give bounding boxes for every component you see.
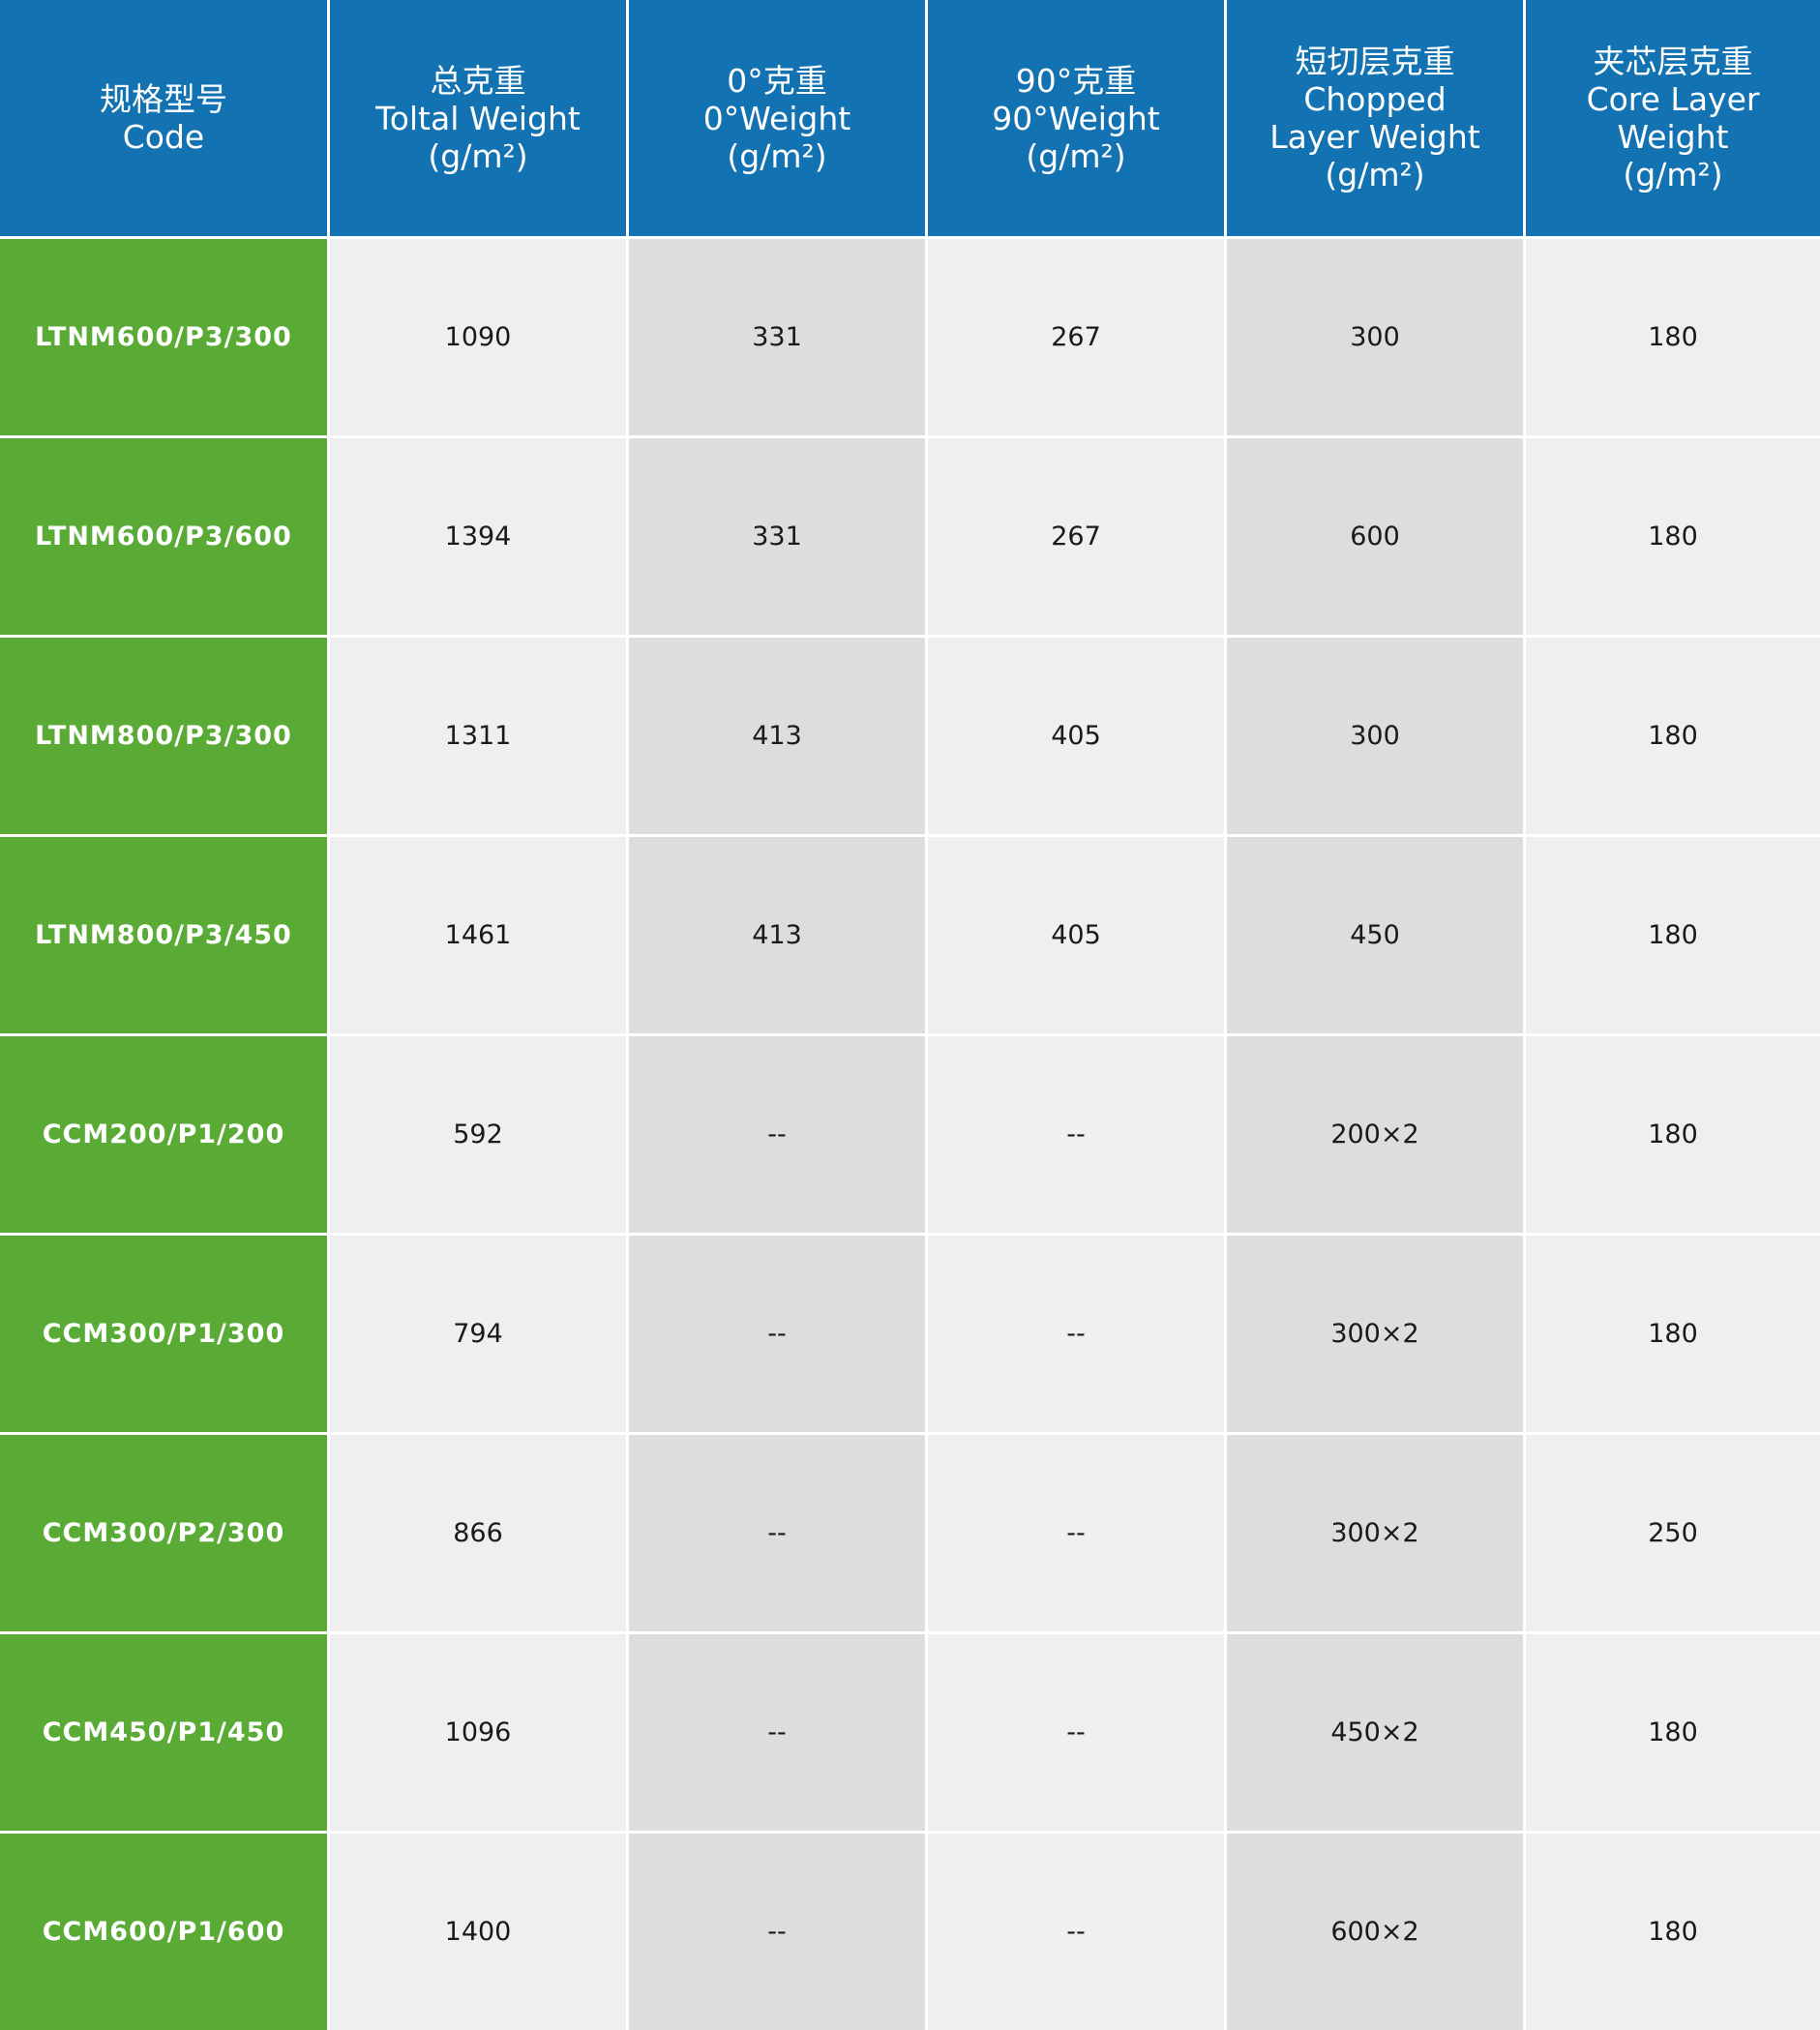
value-cell: 450 <box>1227 837 1523 1033</box>
value-cell: -- <box>629 1435 925 1631</box>
header-text: 90°克重 <box>1015 61 1137 100</box>
value-cell: 413 <box>629 837 925 1033</box>
value-cell: -- <box>928 1834 1224 2030</box>
value-cell: 300 <box>1227 638 1523 834</box>
value-cell: 1311 <box>330 638 626 834</box>
value-cell: -- <box>928 1036 1224 1233</box>
value-cell: 1096 <box>330 1634 626 1831</box>
header-text: 夹芯层克重 <box>1593 43 1753 80</box>
header-text: 90°Weight <box>992 99 1160 137</box>
value-cell: 1394 <box>330 438 626 635</box>
value-cell: 794 <box>330 1236 626 1432</box>
value-cell: 405 <box>928 638 1224 834</box>
header-text: 短切层克重 <box>1295 43 1455 80</box>
value-cell: 180 <box>1526 1036 1820 1233</box>
header-cell: 规格型号 Code <box>0 0 327 236</box>
header-cell: 0°克重 0°Weight (g/m²) <box>629 0 925 236</box>
code-cell: CCM300/P1/300 <box>0 1236 327 1432</box>
code-cell: CCM600/P1/600 <box>0 1834 327 2030</box>
value-cell: 450×2 <box>1227 1634 1523 1831</box>
value-cell: 250 <box>1526 1435 1820 1631</box>
code-cell: CCM300/P2/300 <box>0 1435 327 1631</box>
value-cell: 331 <box>629 239 925 435</box>
header-text: (g/m²) <box>1026 136 1126 175</box>
header-text: (g/m²) <box>1325 156 1425 194</box>
header-text: 0°克重 <box>727 61 827 100</box>
code-cell: LTNM600/P3/300 <box>0 239 327 435</box>
value-cell: 180 <box>1526 438 1820 635</box>
value-cell: 180 <box>1526 638 1820 834</box>
value-cell: 1400 <box>330 1834 626 2030</box>
value-cell: 267 <box>928 438 1224 635</box>
header-text: Chopped <box>1303 80 1447 118</box>
code-cell: LTNM800/P3/300 <box>0 638 327 834</box>
header-text: (g/m²) <box>1623 156 1723 194</box>
value-cell: 600 <box>1227 438 1523 635</box>
header-cell: 短切层克重 Chopped Layer Weight (g/m²) <box>1227 0 1523 236</box>
value-cell: 300×2 <box>1227 1435 1523 1631</box>
value-cell: 180 <box>1526 239 1820 435</box>
header-text: 规格型号 <box>100 80 227 118</box>
header-text: Toltal Weight <box>375 99 581 137</box>
value-cell: 1461 <box>330 837 626 1033</box>
value-cell: -- <box>629 1036 925 1233</box>
header-cell: 总克重 Toltal Weight (g/m²) <box>330 0 626 236</box>
value-cell: -- <box>928 1634 1224 1831</box>
value-cell: -- <box>629 1236 925 1432</box>
code-cell: CCM450/P1/450 <box>0 1634 327 1831</box>
code-cell: LTNM800/P3/450 <box>0 837 327 1033</box>
header-cell: 夹芯层克重 Core Layer Weight (g/m²) <box>1526 0 1820 236</box>
value-cell: -- <box>629 1634 925 1831</box>
value-cell: -- <box>928 1435 1224 1631</box>
value-cell: 300×2 <box>1227 1236 1523 1432</box>
header-text: Code <box>122 118 205 156</box>
value-cell: 300 <box>1227 239 1523 435</box>
value-cell: 180 <box>1526 1236 1820 1432</box>
header-text: 总克重 <box>430 61 526 100</box>
value-cell: 1090 <box>330 239 626 435</box>
value-cell: 200×2 <box>1227 1036 1523 1233</box>
code-cell: CCM200/P1/200 <box>0 1036 327 1233</box>
value-cell: 180 <box>1526 1634 1820 1831</box>
header-text: 0°Weight <box>702 99 851 137</box>
value-cell: 405 <box>928 837 1224 1033</box>
value-cell: 866 <box>330 1435 626 1631</box>
value-cell: 180 <box>1526 1834 1820 2030</box>
header-text: Layer Weight <box>1269 118 1480 156</box>
header-text: (g/m²) <box>727 136 827 175</box>
header-text: Core Layer Weight <box>1586 80 1760 156</box>
header-text: (g/m²) <box>428 136 528 175</box>
value-cell: 180 <box>1526 837 1820 1033</box>
header-cell: 90°克重 90°Weight (g/m²) <box>928 0 1224 236</box>
value-cell: 600×2 <box>1227 1834 1523 2030</box>
value-cell: 413 <box>629 638 925 834</box>
value-cell: -- <box>629 1834 925 2030</box>
value-cell: 331 <box>629 438 925 635</box>
value-cell: 267 <box>928 239 1224 435</box>
code-cell: LTNM600/P3/600 <box>0 438 327 635</box>
value-cell: -- <box>928 1236 1224 1432</box>
value-cell: 592 <box>330 1036 626 1233</box>
